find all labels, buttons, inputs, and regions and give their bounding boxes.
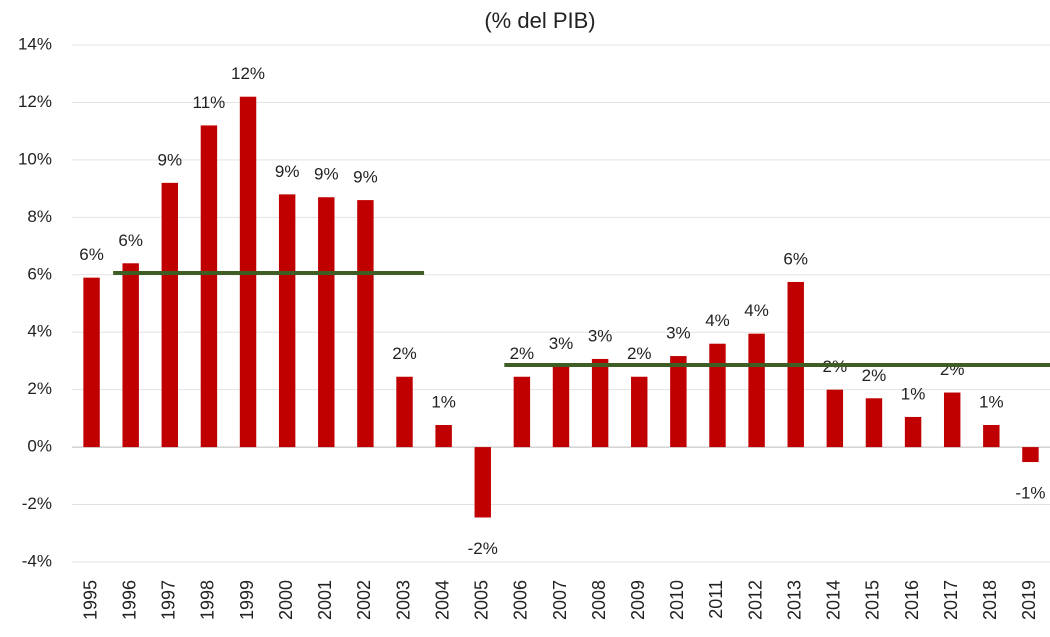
- x-tick-label: 2013: [784, 580, 804, 620]
- bar: [631, 376, 648, 448]
- x-tick-label: 2006: [511, 580, 531, 620]
- chart-title: (% del PIB): [484, 8, 595, 33]
- bar: [318, 197, 335, 448]
- bar: [826, 389, 844, 448]
- bar: [513, 376, 531, 448]
- data-label: 2%: [862, 366, 887, 385]
- data-label: 3%: [588, 326, 613, 345]
- y-tick-label: -4%: [22, 551, 52, 570]
- x-tick-label: 2007: [550, 580, 570, 620]
- data-label: 9%: [353, 168, 378, 187]
- x-tick-label: 1999: [237, 580, 257, 620]
- bar: [83, 277, 100, 448]
- x-tick-label: 2008: [589, 580, 609, 620]
- x-tick-label: 2015: [863, 580, 883, 620]
- data-label: 4%: [705, 311, 730, 330]
- x-tick-label: 1995: [80, 580, 100, 620]
- bar: [552, 366, 570, 448]
- x-tick-label: 2005: [472, 580, 492, 620]
- bar: [983, 424, 1000, 448]
- y-tick-label: 12%: [18, 92, 52, 111]
- data-label: 11%: [193, 93, 226, 112]
- data-label: -2%: [468, 539, 498, 558]
- data-label: 6%: [783, 249, 808, 268]
- bar: [748, 333, 765, 448]
- x-tick-label: 2019: [1019, 580, 1039, 620]
- x-tick-label: 2012: [745, 580, 765, 620]
- data-label: -1%: [1015, 484, 1045, 503]
- data-label: 12%: [231, 64, 265, 83]
- x-tick-label: 2016: [902, 580, 922, 620]
- bar: [122, 263, 139, 448]
- data-label: 4%: [744, 301, 769, 320]
- x-tick-label: 2000: [276, 580, 296, 620]
- y-tick-label: 6%: [27, 264, 52, 283]
- bar: [1022, 447, 1039, 463]
- x-tick-label: 1996: [119, 580, 139, 620]
- bar: [200, 125, 218, 448]
- x-tick-label: 2002: [354, 580, 374, 620]
- bar: [161, 182, 179, 448]
- x-tick-label: 2010: [667, 580, 687, 620]
- data-label: 6%: [118, 231, 143, 250]
- x-tick-label: 1997: [159, 580, 179, 620]
- data-label: 3%: [549, 334, 574, 353]
- y-tick-label: 0%: [27, 437, 52, 456]
- y-tick-label: 2%: [27, 379, 52, 398]
- bar: [943, 392, 961, 448]
- bar: [357, 200, 374, 448]
- x-tick-label: 2004: [432, 580, 452, 620]
- data-label: 2%: [627, 344, 652, 363]
- data-label: 2%: [510, 344, 535, 363]
- y-tick-label: 8%: [27, 207, 52, 226]
- y-tick-label: 10%: [18, 149, 52, 168]
- x-tick-label: 1998: [198, 580, 218, 620]
- x-tick-label: 2017: [941, 580, 961, 620]
- bar: [435, 424, 452, 448]
- bar: [474, 447, 491, 518]
- x-tick-label: 2003: [393, 580, 413, 620]
- bar: [865, 398, 883, 448]
- bar: [670, 356, 687, 448]
- x-tick-label: 2014: [824, 580, 844, 620]
- data-label: 1%: [979, 392, 1004, 411]
- bar: [278, 194, 296, 448]
- x-tick-label: 2018: [980, 580, 1000, 620]
- x-tick-label: 2001: [315, 580, 335, 620]
- bar: [709, 343, 726, 448]
- data-label: 9%: [158, 150, 183, 169]
- bar: [396, 376, 413, 448]
- data-label: 3%: [666, 324, 691, 343]
- data-label: 1%: [431, 392, 456, 411]
- data-label: 9%: [314, 165, 339, 184]
- y-tick-label: 14%: [18, 34, 52, 53]
- data-label: 6%: [79, 245, 104, 264]
- bar: [904, 416, 922, 448]
- y-tick-label: 4%: [27, 322, 52, 341]
- y-tick-label: -2%: [22, 494, 52, 513]
- data-label: 2%: [940, 360, 965, 379]
- data-label: 2%: [392, 344, 417, 363]
- x-tick-label: 2009: [628, 580, 648, 620]
- bar: [591, 358, 609, 448]
- data-label: 9%: [275, 162, 300, 181]
- x-tick-label: 2011: [706, 580, 726, 619]
- data-label: 1%: [901, 384, 926, 403]
